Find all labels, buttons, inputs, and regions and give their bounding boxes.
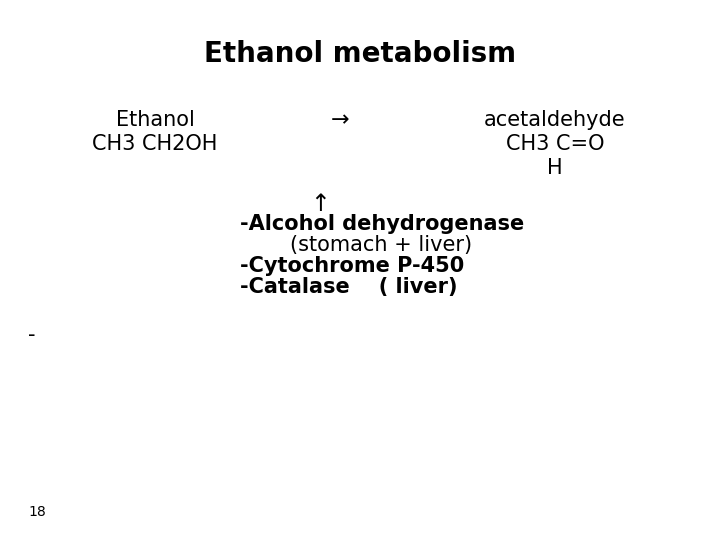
- Text: (stomach + liver): (stomach + liver): [290, 235, 472, 255]
- Text: CH3 CH2OH: CH3 CH2OH: [92, 134, 217, 154]
- Text: CH3 C=O: CH3 C=O: [505, 134, 604, 154]
- Text: →: →: [330, 110, 349, 130]
- Text: acetaldehyde: acetaldehyde: [484, 110, 626, 130]
- Text: -Cytochrome P-450: -Cytochrome P-450: [240, 256, 464, 276]
- Text: -: -: [28, 325, 35, 345]
- Text: ↑: ↑: [310, 192, 330, 216]
- Text: -Catalase    ( liver): -Catalase ( liver): [240, 277, 457, 297]
- Text: 18: 18: [28, 505, 46, 519]
- Text: H: H: [547, 158, 563, 178]
- Text: Ethanol metabolism: Ethanol metabolism: [204, 40, 516, 68]
- Text: -Alcohol dehydrogenase: -Alcohol dehydrogenase: [240, 214, 524, 234]
- Text: Ethanol: Ethanol: [116, 110, 194, 130]
